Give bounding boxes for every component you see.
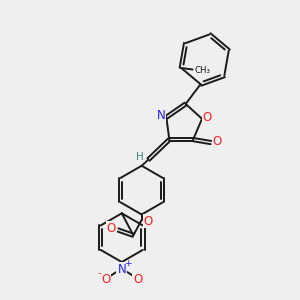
Text: CH₃: CH₃ xyxy=(195,67,211,76)
Text: N: N xyxy=(117,263,126,276)
Text: O: O xyxy=(107,222,116,235)
Text: +: + xyxy=(124,259,131,268)
Text: O: O xyxy=(213,136,222,148)
Text: H: H xyxy=(136,152,144,161)
Text: O: O xyxy=(144,214,153,227)
Text: O: O xyxy=(203,111,212,124)
Text: O: O xyxy=(133,273,142,286)
Text: O: O xyxy=(101,273,110,286)
Text: N: N xyxy=(157,109,165,122)
Text: -: - xyxy=(98,268,102,278)
